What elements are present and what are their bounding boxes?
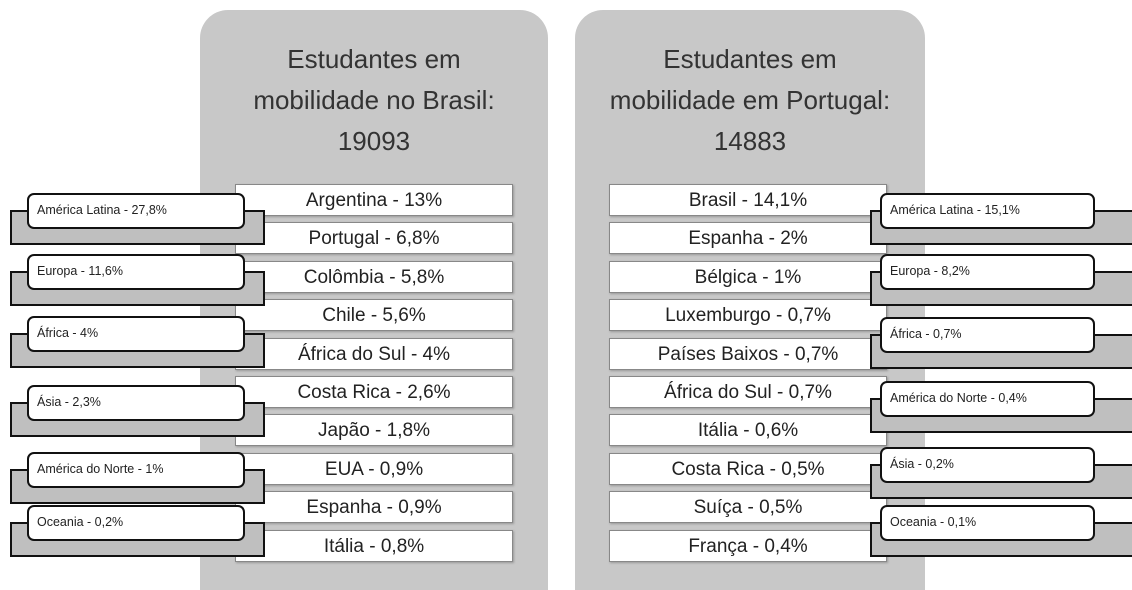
country-box: Chile - 5,6%: [235, 299, 513, 332]
country-box: África do Sul - 4%: [235, 337, 513, 370]
region-box: América Latina - 27,8%: [27, 193, 245, 229]
region-box: América do Norte - 1%: [27, 452, 245, 488]
country-box: Colômbia - 5,8%: [235, 260, 513, 293]
region-box: África - 0,7%: [880, 317, 1095, 353]
country-box: Costa Rica - 0,5%: [609, 452, 887, 485]
region-box: Europa - 8,2%: [880, 254, 1095, 290]
country-box: África do Sul - 0,7%: [609, 376, 887, 408]
country-box: Espanha - 2%: [609, 222, 887, 255]
country-box: Itália - 0,8%: [235, 529, 513, 562]
region-box: América do Norte - 0,4%: [880, 381, 1095, 417]
region-box: Europa - 11,6%: [27, 254, 245, 290]
country-box: Portugal - 6,8%: [235, 222, 513, 255]
country-box: EUA - 0,9%: [235, 452, 513, 485]
country-box: Países Baixos - 0,7%: [609, 337, 887, 370]
panel-total: 19093: [337, 126, 411, 156]
country-box: França - 0,4%: [609, 529, 887, 562]
country-box: Brasil - 14,1%: [609, 184, 887, 216]
region-box: Ásia - 2,3%: [27, 385, 245, 421]
country-box: Japão - 1,8%: [235, 414, 513, 447]
country-box: Espanha - 0,9%: [235, 491, 513, 524]
country-box: Luxemburgo - 0,7%: [609, 299, 887, 332]
country-box: Suíça - 0,5%: [609, 491, 887, 524]
panel-total: 14883: [713, 126, 787, 156]
region-box: Oceania - 0,1%: [880, 505, 1095, 541]
country-box: Argentina - 13%: [235, 184, 513, 216]
panel-title: Estudantes em: [287, 44, 461, 74]
country-box: Bélgica - 1%: [609, 260, 887, 293]
country-box: Costa Rica - 2,6%: [235, 376, 513, 408]
country-box: Itália - 0,6%: [609, 414, 887, 447]
region-box: África - 4%: [27, 316, 245, 352]
region-box: Oceania - 0,2%: [27, 505, 245, 541]
region-box: América Latina - 15,1%: [880, 193, 1095, 229]
region-box: Ásia - 0,2%: [880, 447, 1095, 483]
panel-title: Estudantes em: [663, 44, 837, 74]
panel-title: mobilidade em Portugal:: [609, 85, 891, 115]
panel-title: mobilidade no Brasil:: [253, 85, 495, 115]
